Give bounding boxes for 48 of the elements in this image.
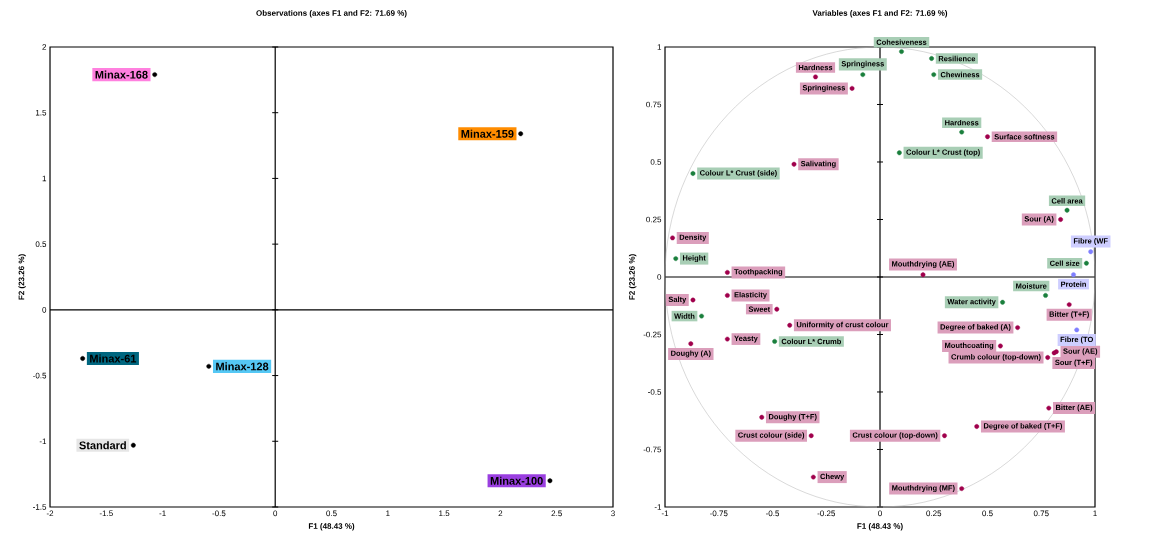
- y-tick-label: 0.5: [650, 159, 662, 165]
- y-tick-label: -0.25: [643, 331, 662, 338]
- x-tick-label: -1.5: [99, 510, 113, 517]
- x-tick-label: 1.5: [439, 510, 450, 517]
- chart-title: Variables (axes F1 and F2: 71.69 %): [812, 9, 948, 18]
- x-tick-label: 2.5: [551, 510, 562, 517]
- y-tick-label: -1: [654, 504, 662, 510]
- x-tick-label: 1: [1093, 510, 1097, 517]
- y-tick-label: -0.5: [33, 372, 47, 379]
- data-label: Minax-168: [95, 70, 148, 79]
- x-tick-label: 3: [611, 510, 615, 517]
- data-label: Minax-159: [461, 129, 514, 138]
- x-axis-title: F1 (48.43 %): [857, 523, 903, 531]
- y-tick-label: 1: [42, 175, 47, 182]
- x-tick-label: 0: [878, 510, 882, 517]
- y-tick-label: 1.5: [35, 109, 47, 116]
- x-tick-label: 2: [498, 510, 503, 517]
- chart-title: Observations (axes F1 and F2: 71.69 %): [256, 9, 407, 18]
- y-tick-label: 0: [42, 307, 47, 313]
- y-tick-label: 0.75: [646, 101, 662, 108]
- data-label: Minax-128: [216, 362, 269, 371]
- x-tick-label: 0: [273, 510, 278, 517]
- y-tick-label: 1: [657, 44, 662, 50]
- y-tick-label: 0.25: [646, 216, 662, 223]
- y-tick-label: -0.75: [643, 446, 662, 453]
- y-tick-label: 0: [657, 274, 662, 280]
- x-axis-title: F1 (48.43 %): [308, 523, 355, 531]
- y-tick-label: -1.5: [33, 504, 47, 510]
- y-tick-label: -1: [39, 438, 47, 445]
- x-tick-label: -2: [46, 510, 54, 517]
- x-tick-label: -0.5: [212, 510, 226, 517]
- x-tick-label: -0.5: [765, 510, 780, 517]
- data-label: Minax-100: [490, 476, 543, 485]
- y-axis-title: F2 (23.26 %): [628, 254, 637, 300]
- x-tick-label: 1: [386, 510, 390, 517]
- y-axis-title: F2 (23.26 %): [18, 254, 26, 300]
- x-tick-label: 0.25: [926, 510, 942, 517]
- x-tick-label: 0.75: [1033, 510, 1049, 517]
- y-tick-label: -0.5: [648, 389, 662, 395]
- y-tick-label: 2: [42, 44, 47, 50]
- x-tick-label: -0.25: [817, 510, 836, 517]
- data-label: Minax-61: [90, 354, 137, 363]
- y-tick-label: 0.5: [35, 241, 47, 247]
- x-tick-label: -0.75: [710, 510, 728, 517]
- x-tick-label: 0.5: [982, 510, 993, 517]
- x-tick-label: -1: [159, 510, 166, 517]
- data-label: Standard: [79, 441, 126, 450]
- x-tick-label: 0.5: [326, 510, 337, 517]
